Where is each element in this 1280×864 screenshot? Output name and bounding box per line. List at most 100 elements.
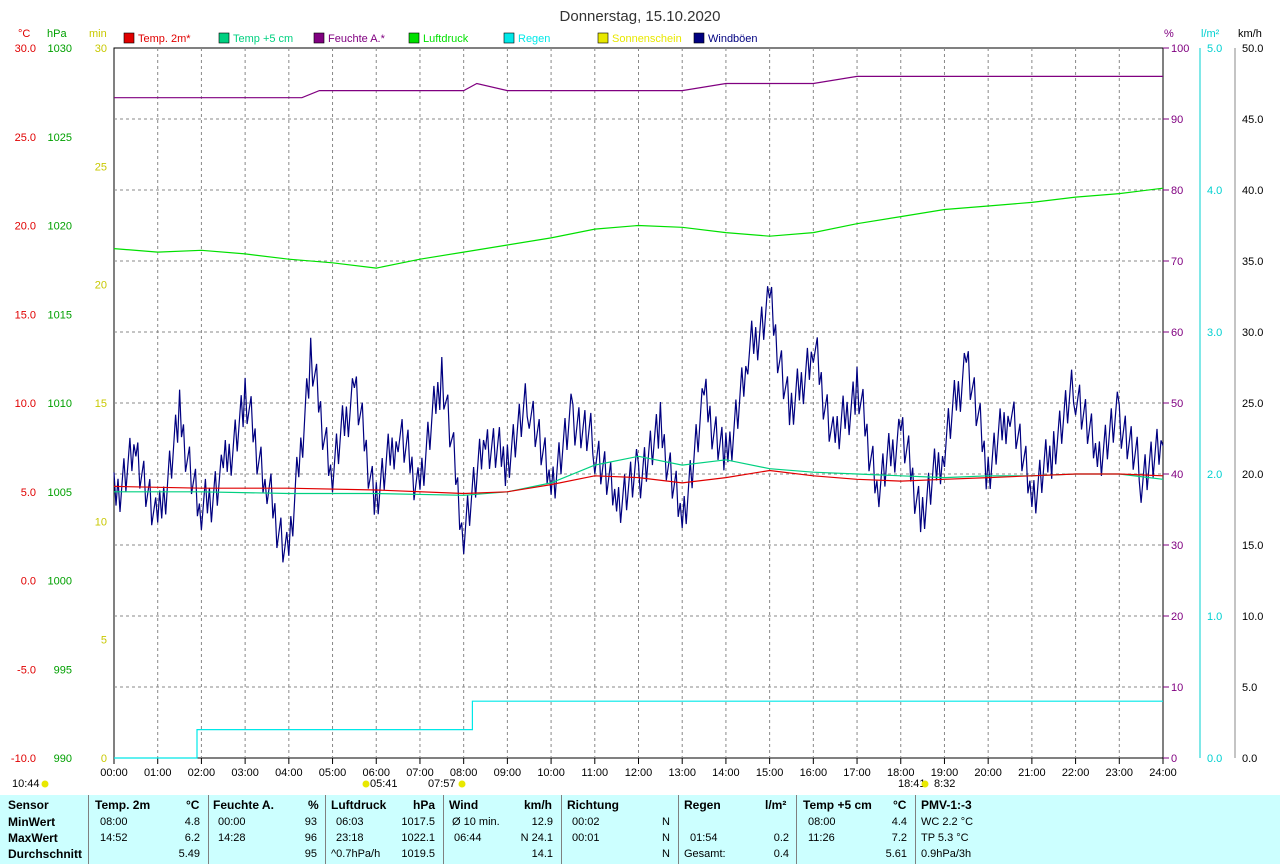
legend-label: Temp +5 cm <box>233 33 293 45</box>
temp-tick-label: -5.0 <box>17 664 36 676</box>
humidity-tick-label: 60 <box>1171 327 1183 339</box>
rain-tick-label: 5.0 <box>1207 43 1222 55</box>
temp2m-max: 6.2 <box>184 832 200 844</box>
header-sensor: Sensor <box>8 798 49 812</box>
humidity-tick-label: 40 <box>1171 469 1183 481</box>
pressure-avg: 1019.5 <box>401 848 435 860</box>
time-tick-label: 18:00 <box>887 767 915 779</box>
legend-swatch <box>218 32 230 44</box>
temp-tick-label: 0.0 <box>21 576 36 588</box>
sunrise-icon <box>362 780 370 788</box>
time-tick-label: 11:00 <box>581 767 608 779</box>
temp5cm-max-time: 11:26 <box>808 832 835 844</box>
statistics-table: Sensor MinWert MaxWert Durchschnitt Temp… <box>0 795 1280 864</box>
row-label-avg: Durchschnitt <box>8 847 83 861</box>
wind-tick-label: 25.0 <box>1242 398 1263 410</box>
wind-tick-label: 0.0 <box>1242 753 1257 765</box>
legend-label: Feuchte A.* <box>328 33 386 45</box>
wind-max: N 24.1 <box>520 832 553 844</box>
series-line-temp-2m <box>113 469 1164 495</box>
series-line-feuchte-a <box>114 75 1163 99</box>
legend-swatch <box>503 32 515 44</box>
pressure-tick-label: 1030 <box>48 43 72 55</box>
pmv-tp: TP 5.3 °C <box>921 832 969 844</box>
humidity-axis-unit: % <box>1164 28 1174 40</box>
header-humidity-unit: % <box>308 798 319 812</box>
sun-end-time: 18:41 <box>898 778 926 790</box>
sun-start-time: 07:57 <box>428 778 456 790</box>
temp2m-min-time: 08:00 <box>100 816 128 828</box>
legend-label: Regen <box>518 33 550 45</box>
rain-tick-label: 4.0 <box>1207 185 1222 197</box>
temp-tick-label: 5.0 <box>21 487 36 499</box>
wind-tick-label: 20.0 <box>1242 469 1263 481</box>
header-pressure-unit: hPa <box>413 798 436 812</box>
temp-tick-label: -10.0 <box>11 753 36 765</box>
humidity-tick-label: 50 <box>1171 398 1183 410</box>
header-rain: Regen <box>684 798 721 812</box>
header-wind: Wind <box>449 798 479 812</box>
temp5cm-min-time: 08:00 <box>808 816 836 828</box>
pressure-tick-label: 1015 <box>48 309 72 321</box>
time-tick-label: 08:00 <box>450 767 478 779</box>
header-temp2m-unit: °C <box>186 798 200 812</box>
temp5cm-min: 4.4 <box>891 816 907 828</box>
header-temp5cm: Temp +5 cm <box>803 798 872 812</box>
temp-tick-label: 10.0 <box>15 398 36 410</box>
sun-minutes-axis-unit: min <box>89 28 107 40</box>
time-tick-label: 05:00 <box>319 767 347 779</box>
wind-avg: 14.1 <box>531 848 553 860</box>
time-tick-label: 19:00 <box>931 767 959 779</box>
time-tick-label: 07:00 <box>406 767 434 779</box>
pressure-tick-label: 1005 <box>48 487 72 499</box>
time-tick-label: 01:00 <box>144 767 172 779</box>
series-line-regen <box>114 700 1163 759</box>
legend-label: Luftdruck <box>423 33 469 45</box>
time-tick-label: 06:00 <box>362 767 390 779</box>
wind-tick-label: 15.0 <box>1242 540 1263 552</box>
direction-avg: N <box>662 848 670 860</box>
time-tick-label: 22:00 <box>1062 767 1090 779</box>
row-label-max: MaxWert <box>8 831 58 845</box>
time-tick-label: 15:00 <box>756 767 784 779</box>
time-tick-label: 03:00 <box>231 767 259 779</box>
time-tick-label: 09:00 <box>494 767 522 779</box>
legend-label: Temp. 2m* <box>138 33 191 45</box>
header-temp2m: Temp. 2m <box>95 798 151 812</box>
rain-total-label: Gesamt: <box>684 848 726 860</box>
wind-axis-unit: km/h <box>1238 28 1262 40</box>
header-direction: Richtung <box>567 798 619 812</box>
legend-swatch <box>123 32 135 44</box>
pressure-max: 1022.1 <box>401 832 435 844</box>
row-label-min: MinWert <box>8 815 56 829</box>
sun-icon <box>41 780 49 788</box>
humidity-tick-label: 90 <box>1171 114 1183 126</box>
humidity-avg: 95 <box>304 848 317 860</box>
pressure-tick-label: 1010 <box>48 398 72 410</box>
sun-minutes-tick-label: 20 <box>95 280 107 292</box>
temp5cm-avg: 5.61 <box>885 848 907 860</box>
series-line-luftdruck <box>113 187 1164 269</box>
sun-end-icon <box>921 780 929 788</box>
humidity-tick-label: 0 <box>1171 753 1177 765</box>
humidity-tick-label: 10 <box>1171 682 1183 694</box>
temp-tick-label: 20.0 <box>15 221 36 233</box>
time-tick-label: 24:00 <box>1149 767 1177 779</box>
time-tick-label: 04:00 <box>275 767 303 779</box>
pmv-wc: WC 2.2 °C <box>921 816 974 828</box>
time-tick-label: 13:00 <box>668 767 696 779</box>
humidity-tick-label: 100 <box>1171 43 1189 55</box>
time-tick-label: 20:00 <box>974 767 1002 779</box>
legend-swatch <box>693 32 705 44</box>
legend-label: Sonnenschein <box>612 33 682 45</box>
rain-max-time: 01:54 <box>690 832 718 844</box>
header-pressure: Luftdruck <box>331 798 387 812</box>
header-pmv: PMV-1:-3 <box>921 798 972 812</box>
time-tick-label: 17:00 <box>843 767 871 779</box>
humidity-max: 96 <box>304 832 317 844</box>
temp2m-min: 4.8 <box>184 816 200 828</box>
wind-tick-label: 10.0 <box>1242 611 1263 623</box>
pressure-tick-label: 995 <box>54 664 72 676</box>
rain-total: 0.4 <box>773 848 789 860</box>
header-rain-unit: l/m² <box>765 798 787 812</box>
